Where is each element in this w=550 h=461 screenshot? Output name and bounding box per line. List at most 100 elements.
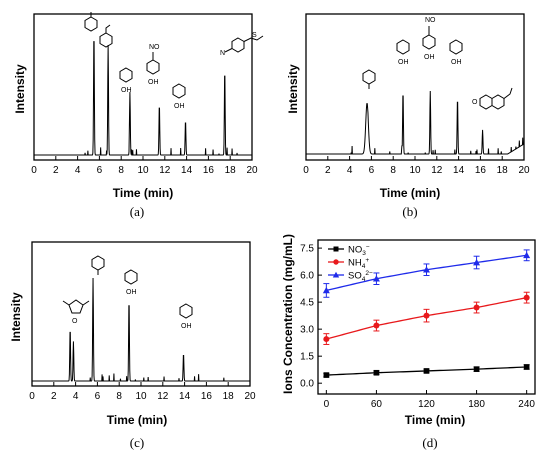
panel-d-ytick-label: 6.0 [300, 271, 314, 282]
panel-d-xlabel: Time (min) [405, 413, 465, 427]
panel-a-structure-text: OH OH OH NO S N [121, 32, 257, 110]
panel-c-xtick-label: 14 [179, 391, 191, 402]
styrene-structure-icon [99, 32, 113, 48]
svg-text:NO: NO [149, 44, 160, 51]
panel-c-xtick-label: 10 [135, 391, 147, 402]
legend-2-label: SO42− [348, 270, 373, 283]
panel-b-chromatogram-trace [306, 91, 525, 155]
panel-d-ytick-label: 7.5 [300, 244, 314, 255]
legend-0-swatch-marker [333, 246, 339, 252]
panel-d-xtick-label: 180 [468, 399, 485, 410]
svg-text:O: O [72, 318, 78, 325]
panel-a-xtick-label: 0 [31, 165, 37, 176]
series-1-point [473, 304, 480, 311]
svg-text:S: S [252, 32, 257, 39]
panel-b-xtick-label: 14 [453, 165, 465, 176]
panel-d-ion-concentration: Ions Concentration (mg/mL) Time (min) (d… [281, 234, 536, 450]
panel-b-structures [362, 26, 513, 110]
panel-a-chromatogram: Intensity Time (min) (a) OH OH OH NO S N… [13, 12, 264, 219]
svg-text:OH: OH [398, 59, 409, 66]
panel-a-xtick-label: 20 [246, 165, 258, 176]
svg-text:OH: OH [174, 103, 185, 110]
panel-b-xtick-label: 16 [475, 165, 487, 176]
panel-d-xtick-label: 240 [518, 399, 535, 410]
panel-a-xtick-label: 16 [203, 165, 215, 176]
panel-b-xtick-label: 8 [390, 165, 396, 176]
panel-c-structures [62, 255, 193, 319]
panel-b-structure-text: OH OH OH NO O [398, 17, 478, 106]
panel-b-xtick-label: 2 [325, 165, 331, 176]
nitrophenol-structure-icon [146, 59, 160, 75]
svg-text:OH: OH [148, 79, 159, 86]
svg-text:NO: NO [425, 17, 436, 24]
svg-text:OH: OH [181, 323, 192, 330]
series-0-point [423, 368, 430, 374]
phenol-structure-icon [119, 67, 133, 83]
panel-c-xtick-label: 18 [223, 391, 235, 402]
panel-a-xtick-label: 4 [75, 165, 81, 176]
series-1-point [523, 294, 530, 301]
panel-b-ylabel: Intensity [286, 64, 300, 114]
legend-0-label: NO3− [348, 244, 370, 257]
svg-text:OH: OH [424, 54, 435, 61]
panel-c-plot-frame [31, 241, 251, 387]
panel-a-ylabel: Intensity [13, 64, 27, 114]
panel-c-structure-text: O OH OH [72, 289, 192, 330]
trimethylphenol-structure-icon [179, 303, 193, 319]
panel-c-xtick-label: 20 [244, 391, 256, 402]
series-0-point [323, 372, 330, 378]
panel-a-structures [84, 12, 264, 99]
panel-d-ytick-label: 1.5 [300, 352, 314, 363]
series-1-point [423, 312, 430, 319]
series-0-point [373, 369, 380, 376]
phenol-structure-icon [396, 39, 410, 55]
panel-b-xtick-label: 20 [518, 165, 530, 176]
panel-c-chromatogram: Intensity Time (min) (c) O OH OH 0 2 4 6 8 10… [9, 241, 256, 450]
panel-b-plot-frame [305, 13, 525, 161]
nootkatone-structure-icon [479, 94, 493, 110]
toluene-structure-icon [84, 16, 98, 32]
phenol-structure-icon [124, 269, 138, 285]
svg-text:OH: OH [126, 289, 137, 296]
series-2-point [423, 266, 430, 273]
legend-2-swatch-marker [332, 271, 340, 278]
series-1-point [323, 336, 330, 343]
panel-c-chromatogram-trace [32, 278, 250, 382]
panel-c-xtick-label: 16 [201, 391, 213, 402]
panel-a-caption: (a) [130, 204, 144, 219]
series-2-point [473, 259, 481, 266]
panel-d-ylabel: Ions Concentration (mg/mL) [281, 234, 295, 394]
panel-b-xtick-label: 4 [347, 165, 353, 176]
panel-c-ylabel: Intensity [9, 292, 23, 342]
panel-a-chromatogram-trace [34, 41, 252, 156]
legend-1-label: NH4+ [348, 257, 369, 270]
legend-1-swatch-marker [333, 259, 339, 265]
panel-a-xtick-label: 14 [181, 165, 193, 176]
panel-a-plot-frame [33, 13, 253, 161]
panel-a-xtick-label: 10 [137, 165, 149, 176]
svg-text:O: O [472, 99, 478, 106]
series-1-point [373, 322, 380, 329]
panel-b-caption: (b) [402, 204, 417, 219]
series-2-point [372, 275, 380, 282]
panel-c-xtick-label: 12 [157, 391, 169, 402]
panel-d-xtick-label: 0 [324, 399, 330, 410]
panel-d-xtick-label: 120 [418, 399, 435, 410]
panel-c-xlabel: Time (min) [107, 413, 167, 427]
panel-b-xlabel: Time (min) [380, 186, 440, 200]
panel-d-ytick-label: 0.0 [300, 379, 314, 390]
svg-text:OH: OH [121, 87, 132, 94]
panel-d-caption: (d) [422, 435, 437, 450]
panel-a-xtick-label: 18 [225, 165, 237, 176]
panel-c-xtick-label: 2 [51, 391, 57, 402]
series-2-point [322, 286, 330, 294]
panel-b-xtick-label: 10 [409, 165, 421, 176]
panel-c-xtick-label: 8 [116, 391, 122, 402]
series-0-point [523, 364, 530, 370]
panel-a-xtick-label: 12 [159, 165, 171, 176]
panel-d-ytick-label: 3.0 [300, 325, 314, 336]
panel-d-xtick-label: 60 [371, 399, 383, 410]
svg-text:N: N [220, 50, 225, 57]
trimethylphenol-structure-icon [449, 39, 463, 55]
